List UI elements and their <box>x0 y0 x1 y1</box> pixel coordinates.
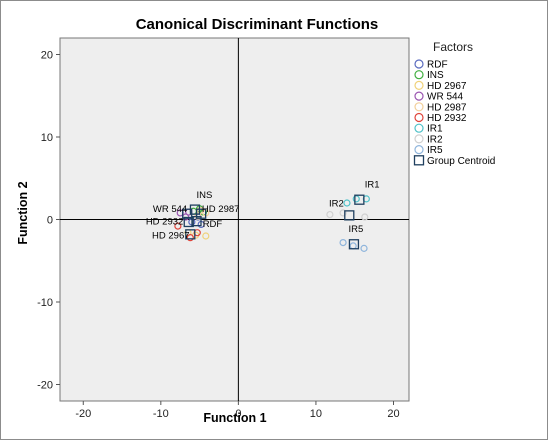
x-tick-label: 20 <box>387 408 399 420</box>
y-tick-label: 20 <box>41 50 53 62</box>
y-tick-label: -10 <box>37 297 53 309</box>
y-tick-label: 10 <box>41 132 53 144</box>
data-point <box>174 222 182 230</box>
data-point <box>326 210 334 219</box>
legend-marker <box>414 112 424 123</box>
legend-title: Factors <box>433 40 473 54</box>
group-centroid-marker <box>348 239 360 250</box>
centroid-label: WR 544 <box>153 204 187 215</box>
group-centroid-marker <box>183 216 194 228</box>
group-centroid-marker <box>344 210 355 221</box>
legend-label: IR5 <box>427 145 443 156</box>
point-labels: INS WR 544 HD 2987 HD 2932 RDF HD 2967 IR1 IR2 I… <box>146 179 380 241</box>
group-centroids <box>182 194 365 250</box>
legend-label: HD 2967 <box>427 81 467 92</box>
legend-marker <box>414 59 424 69</box>
data-point <box>202 232 210 240</box>
data-point <box>196 206 204 215</box>
data-point <box>343 199 351 207</box>
group-centroid-marker <box>185 229 196 240</box>
centroid-label: HD 2932 <box>146 216 184 227</box>
legend-label: WR 544 <box>427 92 464 103</box>
x-tick-label: 0 <box>235 408 241 420</box>
centroid-label: RDF <box>203 219 223 230</box>
group-centroid-marker <box>196 208 207 219</box>
legend-marker <box>414 134 424 144</box>
centroid-label: IR5 <box>349 224 364 235</box>
legend-label: IR2 <box>427 134 443 145</box>
group-centroid-marker <box>182 208 193 219</box>
group-centroid-marker <box>354 194 365 205</box>
legend-label: RDF <box>427 60 448 71</box>
y-axis-title: Function 2 <box>16 181 30 244</box>
x-axis-title: Function 1 <box>203 411 266 425</box>
data-point <box>339 209 347 217</box>
legend-marker <box>414 80 424 91</box>
legend-label: IR1 <box>427 124 443 135</box>
y-tick-label: 0 <box>47 215 53 227</box>
legend-marker <box>414 123 424 133</box>
data-point <box>339 239 347 247</box>
y-tick-label: -20 <box>37 380 53 392</box>
tick-labels: -20 -10 0 10 20 -20 -10 0 10 20 <box>37 50 400 421</box>
legend-marker <box>414 70 424 80</box>
centroid-label: IR2 <box>329 198 344 209</box>
legend-marker <box>414 102 424 112</box>
legend-label: INS <box>427 70 444 81</box>
centroid-label: IR1 <box>365 179 380 190</box>
data-point <box>360 244 368 252</box>
x-tick-label: -10 <box>153 408 169 420</box>
centroid-label: HD 2987 <box>202 204 240 215</box>
data-point <box>186 234 194 242</box>
data-point <box>352 195 360 203</box>
x-tick-label: -20 <box>75 408 91 420</box>
legend-marker <box>414 91 424 101</box>
centroid-label: INS <box>196 190 212 201</box>
chart-title: Canonical Discriminant Functions <box>136 16 379 33</box>
x-tick-label: 10 <box>310 408 322 420</box>
legend-marker <box>413 155 425 166</box>
legend-marker <box>414 145 424 155</box>
legend-label: HD 2932 <box>427 113 467 124</box>
centroid-label: HD 2967 <box>152 230 190 241</box>
legend-label: Group Centroid <box>427 156 495 167</box>
data-point <box>361 213 369 221</box>
legend-label: HD 2987 <box>427 102 467 113</box>
